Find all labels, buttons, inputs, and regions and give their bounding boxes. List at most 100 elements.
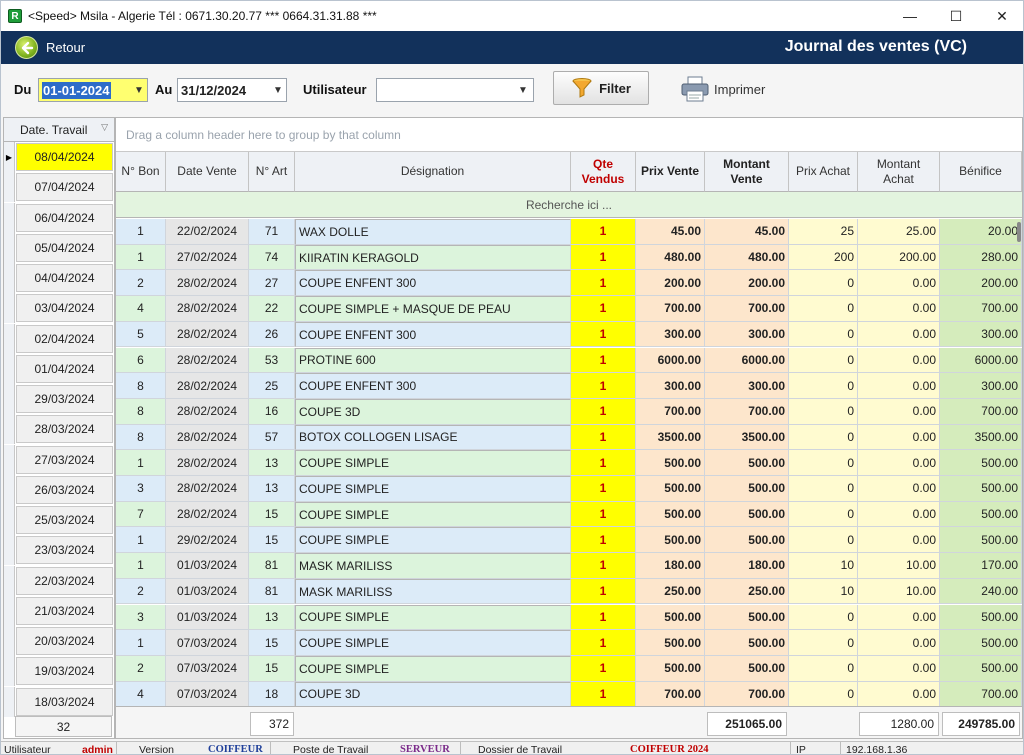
back-button[interactable]: Retour: [15, 35, 85, 60]
col-qte-vendus-cell[interactable]: 1: [571, 450, 636, 476]
col-n-bon-cell[interactable]: 3: [116, 476, 166, 502]
work-date-value[interactable]: 29/03/2024: [16, 385, 113, 413]
col-prix-achat-cell[interactable]: 0: [789, 681, 858, 706]
table-row[interactable]: 2 28/02/2024 27 COUPE ENFENT 300 1 200.00 200.…: [116, 270, 1022, 297]
col-montant-achat-cell[interactable]: 0.00: [858, 321, 940, 348]
col-n-art-header[interactable]: N° Art: [249, 152, 295, 192]
col-n-art-cell[interactable]: 26: [249, 321, 295, 348]
col-n-art-cell[interactable]: 13: [249, 476, 295, 502]
col-qte-vendus-header[interactable]: Qte Vendus: [571, 152, 636, 192]
col-montant-achat-cell[interactable]: 0.00: [858, 398, 940, 425]
col-montant-achat-cell[interactable]: 0.00: [858, 347, 940, 374]
col-montant-vente-cell[interactable]: 700.00: [705, 681, 789, 706]
col-montant-vente-cell[interactable]: 700.00: [705, 398, 789, 425]
col-montant-achat-cell[interactable]: 0.00: [858, 655, 940, 682]
work-date-item[interactable]: 18/03/2024: [4, 686, 114, 717]
col-n-art-cell[interactable]: 27: [249, 270, 295, 297]
work-date-item[interactable]: 04/04/2024: [4, 263, 114, 293]
col-montant-vente-cell[interactable]: 300.00: [705, 373, 789, 399]
col-qte-vendus-cell[interactable]: 1: [571, 347, 636, 374]
col-n-bon-cell[interactable]: 6: [116, 347, 166, 374]
work-date-item[interactable]: 25/03/2024: [4, 505, 114, 535]
col-prix-vente-cell[interactable]: 500.00: [636, 655, 705, 682]
col-designation-cell[interactable]: COUPE SIMPLE: [295, 501, 571, 528]
col-n-bon-cell[interactable]: 3: [116, 604, 166, 631]
work-date-item[interactable]: 21/03/2024: [4, 595, 114, 626]
work-date-item[interactable]: 20/03/2024: [4, 626, 114, 656]
work-date-item[interactable]: ▶ 08/04/2024: [4, 142, 114, 172]
table-row[interactable]: 2 07/03/2024 15 COUPE SIMPLE 1 500.00 500.00 0 0…: [116, 655, 1022, 682]
col-designation-cell[interactable]: COUPE ENFENT 300: [295, 270, 571, 297]
col-date-vente-cell[interactable]: 22/02/2024: [166, 219, 249, 245]
close-button[interactable]: ✕: [996, 7, 1008, 24]
col-designation-cell[interactable]: COUPE SIMPLE: [295, 655, 571, 682]
col-benefice-cell[interactable]: 3500.00: [940, 424, 1022, 451]
col-montant-achat-cell[interactable]: 0.00: [858, 476, 940, 502]
col-designation-header[interactable]: Désignation: [295, 152, 571, 192]
col-prix-vente-cell[interactable]: 250.00: [636, 578, 705, 605]
col-benefice-cell[interactable]: 200.00: [940, 270, 1022, 297]
col-date-vente-cell[interactable]: 07/03/2024: [166, 681, 249, 706]
col-n-art-cell[interactable]: 53: [249, 347, 295, 374]
col-benefice-cell[interactable]: 500.00: [940, 630, 1022, 656]
col-date-vente-cell[interactable]: 01/03/2024: [166, 604, 249, 631]
col-n-bon-cell[interactable]: 1: [116, 630, 166, 656]
work-date-value[interactable]: 21/03/2024: [16, 596, 113, 625]
col-montant-vente-cell[interactable]: 500.00: [705, 450, 789, 476]
col-benefice-cell[interactable]: 700.00: [940, 681, 1022, 706]
col-montant-vente-cell[interactable]: 700.00: [705, 296, 789, 322]
col-prix-vente-cell[interactable]: 200.00: [636, 270, 705, 297]
col-prix-vente-cell[interactable]: 45.00: [636, 219, 705, 245]
col-benefice-cell[interactable]: 6000.00: [940, 347, 1022, 374]
col-montant-achat-cell[interactable]: 25.00: [858, 219, 940, 245]
col-date-vente-cell[interactable]: 28/02/2024: [166, 321, 249, 348]
table-row[interactable]: 1 27/02/2024 74 KIIRATIN KERAGOLD 1 480.00 480…: [116, 244, 1022, 271]
col-date-vente-cell[interactable]: 28/02/2024: [166, 398, 249, 425]
col-benefice-cell[interactable]: 300.00: [940, 373, 1022, 399]
col-n-art-cell[interactable]: 13: [249, 604, 295, 631]
col-benefice-cell[interactable]: 500.00: [940, 476, 1022, 502]
work-date-item[interactable]: 02/04/2024: [4, 323, 114, 354]
col-n-bon-cell[interactable]: 1: [116, 219, 166, 245]
col-benefice-cell[interactable]: 500.00: [940, 501, 1022, 528]
col-prix-vente-cell[interactable]: 700.00: [636, 398, 705, 425]
col-date-vente-cell[interactable]: 28/02/2024: [166, 501, 249, 528]
col-prix-achat-cell[interactable]: 25: [789, 219, 858, 245]
work-date-item[interactable]: 28/03/2024: [4, 414, 114, 445]
col-designation-cell[interactable]: KIIRATIN KERAGOLD: [295, 244, 571, 271]
work-date-item[interactable]: 22/03/2024: [4, 565, 114, 596]
group-by-panel[interactable]: Drag a column header here to group by th…: [116, 118, 1022, 152]
col-date-vente-cell[interactable]: 28/02/2024: [166, 424, 249, 451]
col-benefice-cell[interactable]: 500.00: [940, 450, 1022, 476]
table-row[interactable]: 7 28/02/2024 15 COUPE SIMPLE 1 500.00 500.00 0 0…: [116, 501, 1022, 528]
col-benefice-cell[interactable]: 700.00: [940, 398, 1022, 425]
work-date-value[interactable]: 20/03/2024: [16, 627, 113, 655]
work-date-value[interactable]: 05/04/2024: [16, 233, 113, 262]
table-row[interactable]: 6 28/02/2024 53 PROTINE 600 1 6000.00 6000.00 0…: [116, 347, 1022, 374]
col-montant-achat-cell[interactable]: 200.00: [858, 244, 940, 271]
col-n-art-cell[interactable]: 15: [249, 655, 295, 682]
col-prix-achat-cell[interactable]: 0: [789, 424, 858, 451]
col-qte-vendus-cell[interactable]: 1: [571, 219, 636, 245]
col-date-vente-cell[interactable]: 29/02/2024: [166, 527, 249, 554]
table-row[interactable]: 5 28/02/2024 26 COUPE ENFENT 300 1 300.00 300.…: [116, 321, 1022, 348]
col-n-art-cell[interactable]: 15: [249, 527, 295, 554]
col-montant-vente-cell[interactable]: 3500.00: [705, 424, 789, 451]
col-montant-vente-cell[interactable]: 500.00: [705, 527, 789, 554]
col-prix-vente-cell[interactable]: 500.00: [636, 450, 705, 476]
user-select[interactable]: ▼: [376, 78, 534, 102]
col-prix-achat-cell[interactable]: 0: [789, 604, 858, 631]
col-benefice-cell[interactable]: 300.00: [940, 321, 1022, 348]
col-prix-vente-header[interactable]: Prix Vente: [636, 152, 705, 192]
col-n-bon-cell[interactable]: 1: [116, 527, 166, 554]
work-date-value[interactable]: 04/04/2024: [16, 264, 113, 292]
col-qte-vendus-cell[interactable]: 1: [571, 501, 636, 528]
minimize-button[interactable]: —: [903, 8, 917, 24]
col-designation-cell[interactable]: WAX DOLLE: [295, 219, 571, 245]
col-designation-cell[interactable]: COUPE SIMPLE: [295, 630, 571, 656]
col-n-art-cell[interactable]: 13: [249, 450, 295, 476]
col-qte-vendus-cell[interactable]: 1: [571, 578, 636, 605]
work-date-value[interactable]: 26/03/2024: [16, 475, 113, 504]
table-row[interactable]: 8 28/02/2024 16 COUPE 3D 1 700.00 700.00 0 0.00 7…: [116, 398, 1022, 425]
col-qte-vendus-cell[interactable]: 1: [571, 655, 636, 682]
